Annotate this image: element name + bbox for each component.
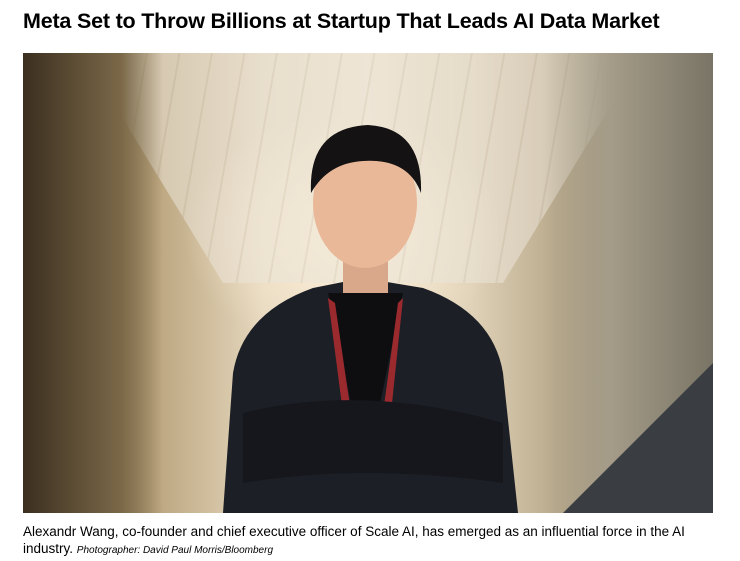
person-figure [223,125,518,513]
photo-caption: Alexandr Wang, co-founder and chief exec… [23,523,723,559]
left-wall [23,53,163,513]
headline: Meta Set to Throw Billions at Startup Th… [23,9,660,33]
photo-credit: Photographer: David Paul Morris/Bloomber… [76,545,274,556]
caption-text: Alexandr Wang, co-founder and chief exec… [23,524,685,556]
article-photo [23,53,713,513]
